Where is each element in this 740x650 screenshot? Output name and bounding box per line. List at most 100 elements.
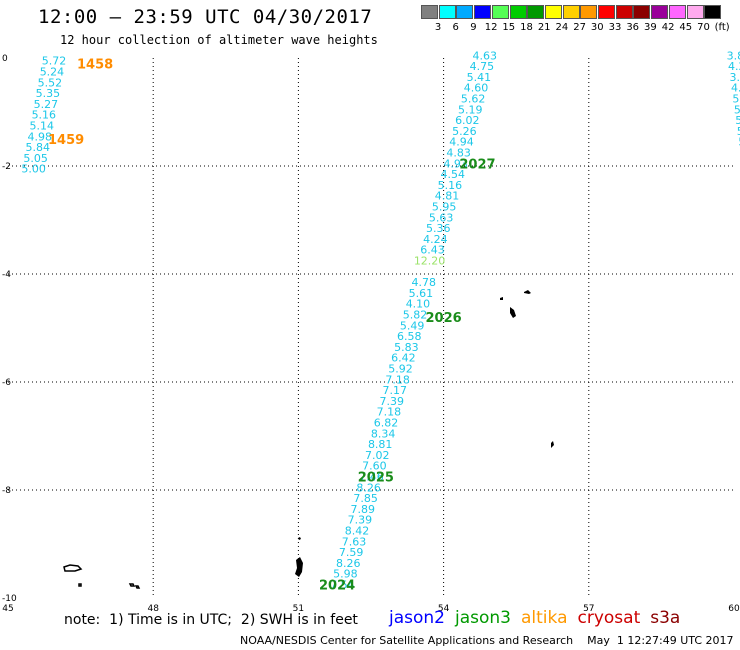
island-small-east [551,441,554,448]
wave-height-value: 7.85 [353,492,378,505]
track-id-label: 1459 [48,133,84,148]
colorbar-label: 33 [608,22,622,33]
wave-height-value: 6.82 [374,417,399,430]
wave-height-value: 8.26 [356,481,381,494]
colorbar-label: 3 [434,22,442,33]
colorbar-label: 6 [452,22,459,33]
wave-height-value: 12.20 [414,255,446,268]
colorbar-label: 70 [697,22,710,33]
satellite-legend: jason2 jason3 altika cryosat s3a [389,608,690,628]
satellite-legend-item: jason2 [389,608,445,628]
colorbar-label: 27 [573,22,586,33]
satellite-legend-item: s3a [650,608,681,628]
colorbar-swatch [562,5,580,19]
wave-height-value: 5.15 [734,103,740,116]
colorbar-swatch [509,5,527,19]
wave-height-value: 5.84 [25,141,50,154]
credit-footer: NOAA/NESDIS Center for Satellite Applica… [240,634,734,647]
colorbar-swatch [438,5,456,19]
colorbar-swatch [527,5,545,19]
wave-height-value: 7.39 [380,395,405,408]
wave-height-value: 6.58 [397,330,422,343]
wave-height-value: 5.14 [30,120,55,133]
wave-height-value: 8.34 [371,427,396,440]
wave-height-value: 5.98 [333,568,358,581]
colorbar-swatch [633,5,651,19]
wave-height-value: 5.63 [429,211,454,224]
wave-height-value: 5.18 [737,125,740,138]
lon-tick-label: 57 [583,604,594,614]
wave-height-value: 7.18 [377,406,402,419]
wave-height-value: 7.17 [382,384,407,397]
lat-tick-label: -6 [2,378,11,388]
wave-height-value: 5.61 [409,287,434,300]
wave-height-value: 4.75 [470,60,495,73]
lat-tick-label: -10 [2,594,17,604]
wave-height-value: 6.42 [391,352,416,365]
wave-height-value: 8.26 [336,557,361,570]
colorbar-label: 12 [484,22,498,33]
wave-height-value: 4.93 [443,157,468,170]
wave-height-value: 4.94 [449,136,474,149]
colorbar-swatch [544,5,562,19]
map-title: 12:00 – 23:59 UTC 04/30/2017 [38,6,373,28]
colorbar-label: 42 [661,22,675,33]
wave-height-value: 4.78 [412,276,437,289]
wave-height-values: 5.725.245.525.355.27 5.16 5.144.985.845.05… [21,49,740,591]
wave-height-value: 4.81 [435,190,460,203]
seychelles-islands [295,537,303,577]
lon-tick-label: 54 [438,604,450,614]
wave-height-value: 6.02 [455,114,480,127]
colorbar-label: 45 [679,22,693,33]
colorbar-swatch [651,5,669,19]
lat-tick-label: -2 [2,162,11,172]
track-labels: 1458 1459 2027 2026 2025 2024 [48,57,496,593]
wave-height-value: 5.26 [452,125,477,138]
lon-tick-label: 51 [293,604,304,614]
wave-height-value: 4.98 [28,130,53,143]
lat-tick-label: -4 [2,270,11,280]
wave-height-value: 7.39 [348,514,373,527]
wave-height-value: 4.54 [441,168,466,181]
map-subtitle: 12 hour collection of altimeter wave hei… [60,33,378,47]
wave-height-value: 5.24 [40,66,65,79]
map-grid [8,58,734,598]
wave-height-value: 5.16 [438,179,463,192]
wave-height-value: 4.63 [472,49,497,62]
wave-height-value: 5.27 [34,98,59,111]
satellite-legend-item: cryosat [577,608,641,628]
lon-tick-label: 45 [2,604,13,614]
lat-tick-label: 0 [2,54,8,64]
wave-height-value: 7.63 [342,535,367,548]
colorbar-label: 18 [520,22,533,33]
lon-tick-label: 48 [147,604,159,614]
colorbar-swatch [704,5,722,19]
wave-height-value: 5.49 [400,319,425,332]
colorbar-label: 24 [555,22,569,33]
wave-height-value: 4.83 [446,147,471,160]
track-id-label: 2027 [459,157,495,172]
wave-height-value: 5.82 [403,309,428,322]
colorbar-swatch [598,5,615,19]
colorbar-swatch [580,5,598,19]
satellite-legend-item: altika [521,608,568,628]
wave-height-value: 7.54 [330,579,355,592]
wave-height-value: 5.52 [38,76,63,89]
wave-height-value: 5.05 [23,152,48,165]
colorbar-swatch [668,5,686,19]
wave-height-value: 4.60 [464,82,489,95]
wave-height-value: 4.15 [731,82,740,95]
wave-height-value: 4.24 [423,233,448,246]
satellite-legend-item: jason3 [455,608,511,628]
wave-height-value: 7.46 [359,471,384,484]
land-outlines [63,290,554,589]
wave-height-value: 5.36 [738,136,740,149]
wave-height-value: 5.72 [42,55,67,68]
wave-height-value: 8.42 [345,525,370,538]
colorbar-label: 9 [470,22,477,33]
wave-height-value: 5.92 [388,363,413,376]
wave-height-value: 6.43 [420,244,445,257]
wave-height-value: 5.35 [36,87,61,100]
